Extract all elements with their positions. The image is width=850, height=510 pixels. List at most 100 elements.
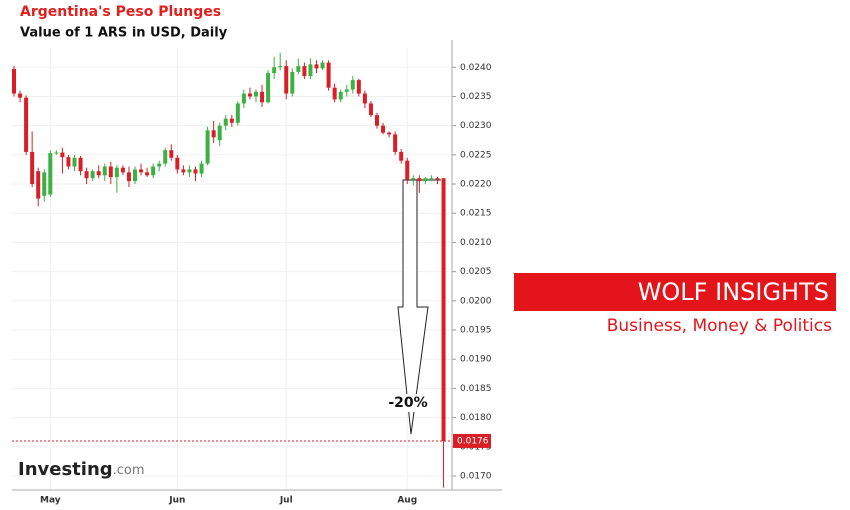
candle-body (18, 93, 23, 98)
banner-title: WOLF INSIGHTS (638, 278, 829, 306)
candle-body (60, 152, 65, 158)
candle-body (247, 93, 252, 97)
candle-body (381, 125, 386, 133)
candle-body (326, 62, 331, 88)
candle-body (320, 62, 325, 69)
candle-body (205, 130, 210, 164)
candle-body (241, 93, 246, 104)
candle-body (133, 169, 137, 182)
candle-body (66, 157, 71, 167)
candle-body (181, 169, 186, 173)
candle-body (24, 97, 29, 152)
candle-body (157, 163, 162, 167)
candle-body (435, 178, 440, 180)
candle-body (423, 178, 428, 182)
candle-body (42, 172, 47, 196)
candle-body (12, 69, 16, 94)
candle-body (96, 171, 101, 176)
candle-body (187, 169, 192, 173)
candle-body (278, 66, 283, 68)
last-price-label: 0.0176 (457, 436, 489, 446)
candle-body (102, 166, 107, 176)
candle-body (223, 118, 228, 126)
y-tick-label: 0.0195 (460, 326, 492, 336)
candle-body (290, 71, 295, 94)
logo-main: Investing (18, 459, 113, 480)
candle-body (72, 157, 77, 167)
candle-body (78, 157, 83, 172)
candle-body (302, 66, 307, 77)
candle-body (199, 163, 204, 174)
chart-title: Argentina's Peso Plunges (20, 4, 221, 20)
candle-body (151, 166, 156, 176)
candle-body (405, 160, 410, 180)
y-tick-label: 0.0240 (460, 63, 492, 73)
candle-body (229, 118, 234, 123)
y-tick-label: 0.0215 (460, 209, 492, 219)
candle-body (260, 91, 265, 103)
candle-body (399, 151, 404, 161)
candle-body (235, 103, 240, 123)
x-tick-label: Aug (397, 496, 417, 506)
candle-body (441, 178, 446, 441)
candle-body (90, 171, 95, 179)
y-tick-label: 0.0170 (460, 471, 492, 481)
candle-body (169, 150, 174, 158)
candle-body (120, 167, 125, 173)
y-tick-label: 0.0180 (460, 413, 492, 423)
candle-body (308, 64, 313, 77)
candle-body (284, 66, 289, 94)
candle-body (272, 67, 277, 74)
logo-suffix: .com (113, 463, 145, 478)
plot-area: 0.01700.01750.01800.01850.01900.01950.02… (12, 40, 502, 506)
y-tick-label: 0.0230 (460, 121, 492, 131)
candle-body (344, 89, 349, 92)
candle-body (356, 80, 361, 94)
candle-body (350, 80, 355, 90)
x-tick-label: Jun (168, 496, 185, 506)
candle-body (30, 151, 35, 185)
candle-body (266, 73, 271, 103)
candle-body (163, 150, 168, 164)
y-tick-label: 0.0220 (460, 180, 492, 190)
candle-body (211, 130, 216, 138)
x-tick-label: Jul (279, 496, 293, 506)
candle-body (429, 178, 434, 180)
candle-body (338, 91, 343, 100)
candle-body (175, 157, 180, 170)
candle-body (114, 167, 119, 178)
y-tick-label: 0.0200 (460, 296, 492, 306)
candle-body (375, 115, 379, 126)
chart-subtitle: Value of 1 ARS in USD, Daily (20, 26, 228, 41)
candle-body (417, 178, 422, 182)
annotation: -20% (388, 395, 427, 411)
source-logo: Investing.com (18, 459, 145, 480)
last-price-box (453, 433, 491, 448)
banner (514, 273, 836, 311)
candle-body (296, 66, 301, 72)
candle-body (108, 166, 113, 178)
banner-subtitle: Business, Money & Politics (607, 316, 832, 336)
candle-body (54, 152, 59, 154)
candle-body (411, 178, 416, 180)
y-tick-label: 0.0235 (460, 92, 492, 102)
annotation-bg (388, 394, 428, 412)
y-tick-label: 0.0185 (460, 384, 492, 394)
y-tick-label: 0.0225 (460, 150, 492, 160)
candle-body (139, 169, 144, 173)
candle-body (145, 172, 150, 176)
candle-body (84, 171, 89, 179)
candle-body (393, 134, 398, 152)
arrow (397, 179, 429, 435)
candle-body (387, 132, 392, 135)
candle-body (193, 169, 198, 174)
y-tick-label: 0.0190 (460, 355, 492, 365)
y-tick-label: 0.0210 (460, 238, 492, 248)
candle-body (48, 153, 53, 195)
candle-body (36, 171, 41, 199)
y-tick-label: 0.0205 (460, 267, 492, 277)
candle-body (332, 87, 337, 100)
candle-body (314, 64, 319, 69)
